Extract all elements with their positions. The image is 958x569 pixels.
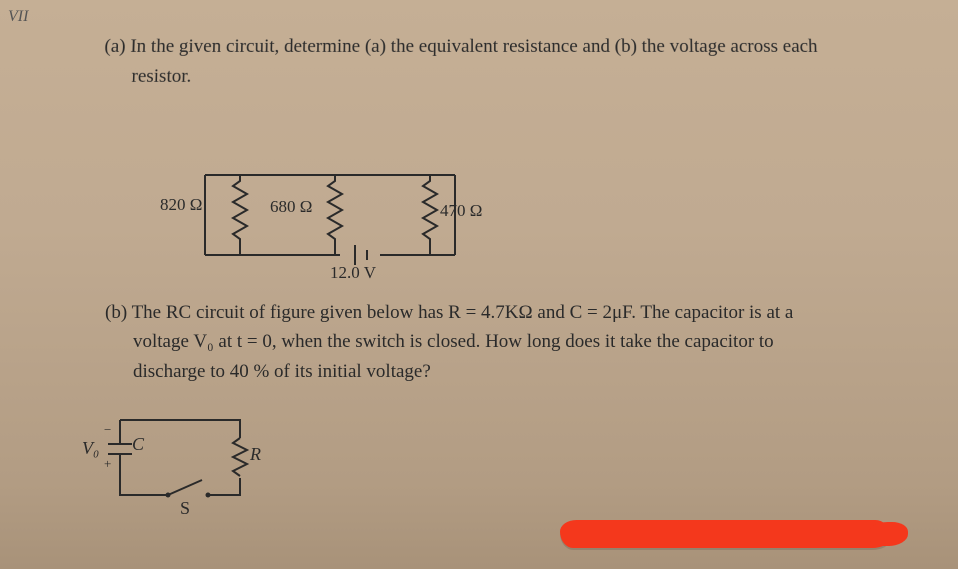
part-b-line1c: and C = 2μF. The capacitor is at a: [533, 302, 794, 323]
plus-label: +: [104, 456, 111, 472]
minus-label: −: [104, 422, 111, 438]
part-b-line1a: The RC circuit of figure given below has: [132, 302, 449, 323]
redaction-mark: [560, 520, 890, 548]
r2-label: 680 Ω: [270, 197, 312, 217]
part-a-line1: In the given circuit, determine (a) the …: [130, 36, 818, 57]
circuit-b: V₀ C R S + −: [90, 400, 290, 520]
s-label: S: [180, 498, 190, 519]
circuit-a: 820 Ω 680 Ω 470 Ω 12.0 V: [170, 155, 490, 285]
c-label: C: [132, 434, 144, 455]
v0-label: V₀: [82, 438, 99, 459]
part-a-marker: (a): [104, 36, 126, 57]
section-number: VII: [8, 8, 28, 26]
r1-label: 820 Ω: [160, 195, 202, 215]
r-label: R: [250, 444, 261, 465]
r3-label: 470 Ω: [440, 201, 482, 221]
part-b-line2: voltage V₀ at t = 0, when the switch is …: [133, 327, 925, 356]
part-b-line3: discharge to 40 % of its initial voltage…: [133, 357, 925, 386]
part-b-marker: (b): [105, 302, 127, 323]
question-b: (b) The RC circuit of figure given below…: [105, 298, 925, 386]
part-a-line2: resistor.: [131, 62, 927, 92]
question-a: (a) In the given circuit, determine (a) …: [103, 32, 927, 93]
part-b-line1b: R = 4.7KΩ: [448, 302, 532, 323]
page: VII (a) In the given circuit, determine …: [0, 0, 958, 569]
source-label: 12.0 V: [330, 263, 376, 283]
